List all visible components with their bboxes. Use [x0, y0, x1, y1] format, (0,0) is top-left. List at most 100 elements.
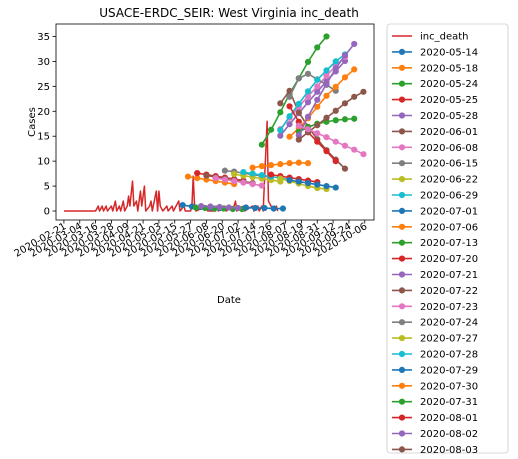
legend-label: 2020-05-25 — [420, 95, 478, 106]
legend-swatch-marker — [398, 80, 406, 87]
y-axis-label: Cases — [27, 107, 38, 137]
data-point — [216, 203, 223, 211]
data-point — [332, 83, 339, 90]
legend-label: 2020-07-27 — [420, 334, 478, 345]
legend-swatch-marker — [398, 128, 406, 135]
series-2020-08-02 — [295, 40, 358, 139]
data-point — [304, 160, 312, 167]
data-point — [332, 117, 339, 124]
series-2020-08-03 — [295, 88, 367, 143]
data-point — [270, 205, 277, 212]
legend-label: 2020-07-29 — [420, 365, 478, 376]
legend-swatch-marker — [398, 96, 406, 103]
legend-label: 2020-07-23 — [420, 302, 478, 313]
legend-item: 2020-07-13 — [392, 238, 478, 249]
y-tick-label: 10 — [37, 157, 50, 168]
data-point — [192, 204, 199, 211]
data-point — [304, 113, 312, 120]
data-point — [351, 115, 358, 122]
data-point — [221, 176, 228, 183]
data-point — [360, 88, 367, 95]
legend-item: 2020-07-24 — [392, 318, 478, 329]
data-point — [267, 126, 275, 133]
data-point — [277, 127, 284, 134]
legend-swatch-marker — [398, 223, 406, 230]
data-point — [351, 40, 358, 48]
legend-swatch-marker — [398, 398, 406, 405]
data-point — [249, 164, 256, 171]
data-point — [231, 178, 238, 185]
legend-label: 2020-07-13 — [420, 238, 478, 249]
y-tick-label: 35 — [37, 32, 50, 43]
legend-item: 2020-08-01 — [392, 413, 478, 424]
legend-item: 2020-05-14 — [392, 47, 478, 58]
data-point — [277, 100, 284, 107]
data-point — [240, 169, 247, 176]
legend-label: 2020-05-28 — [420, 111, 478, 122]
legend-swatch-marker — [398, 176, 406, 183]
data-point — [179, 201, 186, 209]
plot-area — [55, 23, 375, 221]
data-point — [332, 58, 339, 65]
data-point — [207, 203, 214, 210]
data-point — [351, 146, 358, 153]
data-point — [314, 138, 321, 145]
legend-label: inc_death — [420, 32, 469, 43]
data-point — [231, 171, 238, 178]
series-2020-06-08 — [212, 175, 265, 189]
legend-item: 2020-07-06 — [392, 222, 478, 233]
data-point — [314, 83, 321, 90]
legend-swatch-marker — [398, 287, 406, 294]
legend-item: 2020-07-01 — [392, 206, 478, 217]
data-point — [252, 204, 259, 212]
data-point — [258, 141, 265, 148]
legend-item: 2020-05-24 — [392, 79, 478, 90]
data-point — [304, 88, 312, 95]
legend-swatch-marker — [398, 366, 406, 373]
legend-label: 2020-07-22 — [420, 286, 478, 297]
legend-item: 2020-07-29 — [392, 365, 478, 376]
data-point — [314, 181, 321, 188]
y-tick-label: 20 — [37, 107, 50, 118]
data-point — [304, 70, 312, 77]
legend-item: 2020-07-28 — [392, 350, 478, 361]
data-point — [184, 173, 192, 180]
legend-label: 2020-06-08 — [420, 143, 478, 154]
data-point — [286, 133, 293, 140]
legend-swatch-marker — [398, 160, 406, 167]
data-point — [277, 161, 284, 168]
legend-label: 2020-08-01 — [420, 413, 478, 424]
data-point — [341, 165, 349, 172]
y-axis: 0 5 10 15 20 25 30 35 — [37, 32, 56, 218]
data-point — [314, 103, 321, 110]
series-2020-07-29 — [286, 177, 339, 191]
chart-title: USACE-ERDC_SEIR: West Virginia inc_death — [99, 6, 359, 20]
data-point — [341, 116, 349, 123]
data-point — [323, 182, 330, 190]
data-point — [323, 72, 330, 79]
legend-swatch-marker — [398, 48, 406, 56]
data-point — [277, 109, 284, 116]
data-point — [304, 179, 312, 187]
legend-swatch-marker — [398, 350, 406, 358]
plot-frame — [55, 23, 375, 221]
legend-label: 2020-05-18 — [420, 63, 478, 74]
legend-frame — [386, 23, 509, 454]
legend-swatch-marker — [398, 191, 406, 199]
data-point — [249, 170, 256, 177]
data-point — [261, 204, 268, 212]
data-point — [258, 182, 265, 189]
legend-swatch-marker — [398, 271, 406, 278]
legend-item: 2020-07-20 — [392, 254, 478, 265]
series-2020-07-28 — [277, 51, 349, 134]
legend-swatch-marker — [398, 430, 406, 437]
legend-items: inc_death 2020-05-14 2020-05-18 2020-05-24 2… — [392, 32, 478, 456]
legend-label: 2020-08-03 — [420, 445, 478, 456]
legend-label: 2020-07-24 — [420, 318, 478, 329]
legend-swatch-marker — [398, 144, 406, 151]
data-point — [323, 148, 330, 155]
data-point — [295, 109, 302, 116]
data-point — [267, 162, 275, 169]
series-2020-07-01 — [242, 204, 287, 212]
legend-swatch-marker — [398, 207, 406, 214]
